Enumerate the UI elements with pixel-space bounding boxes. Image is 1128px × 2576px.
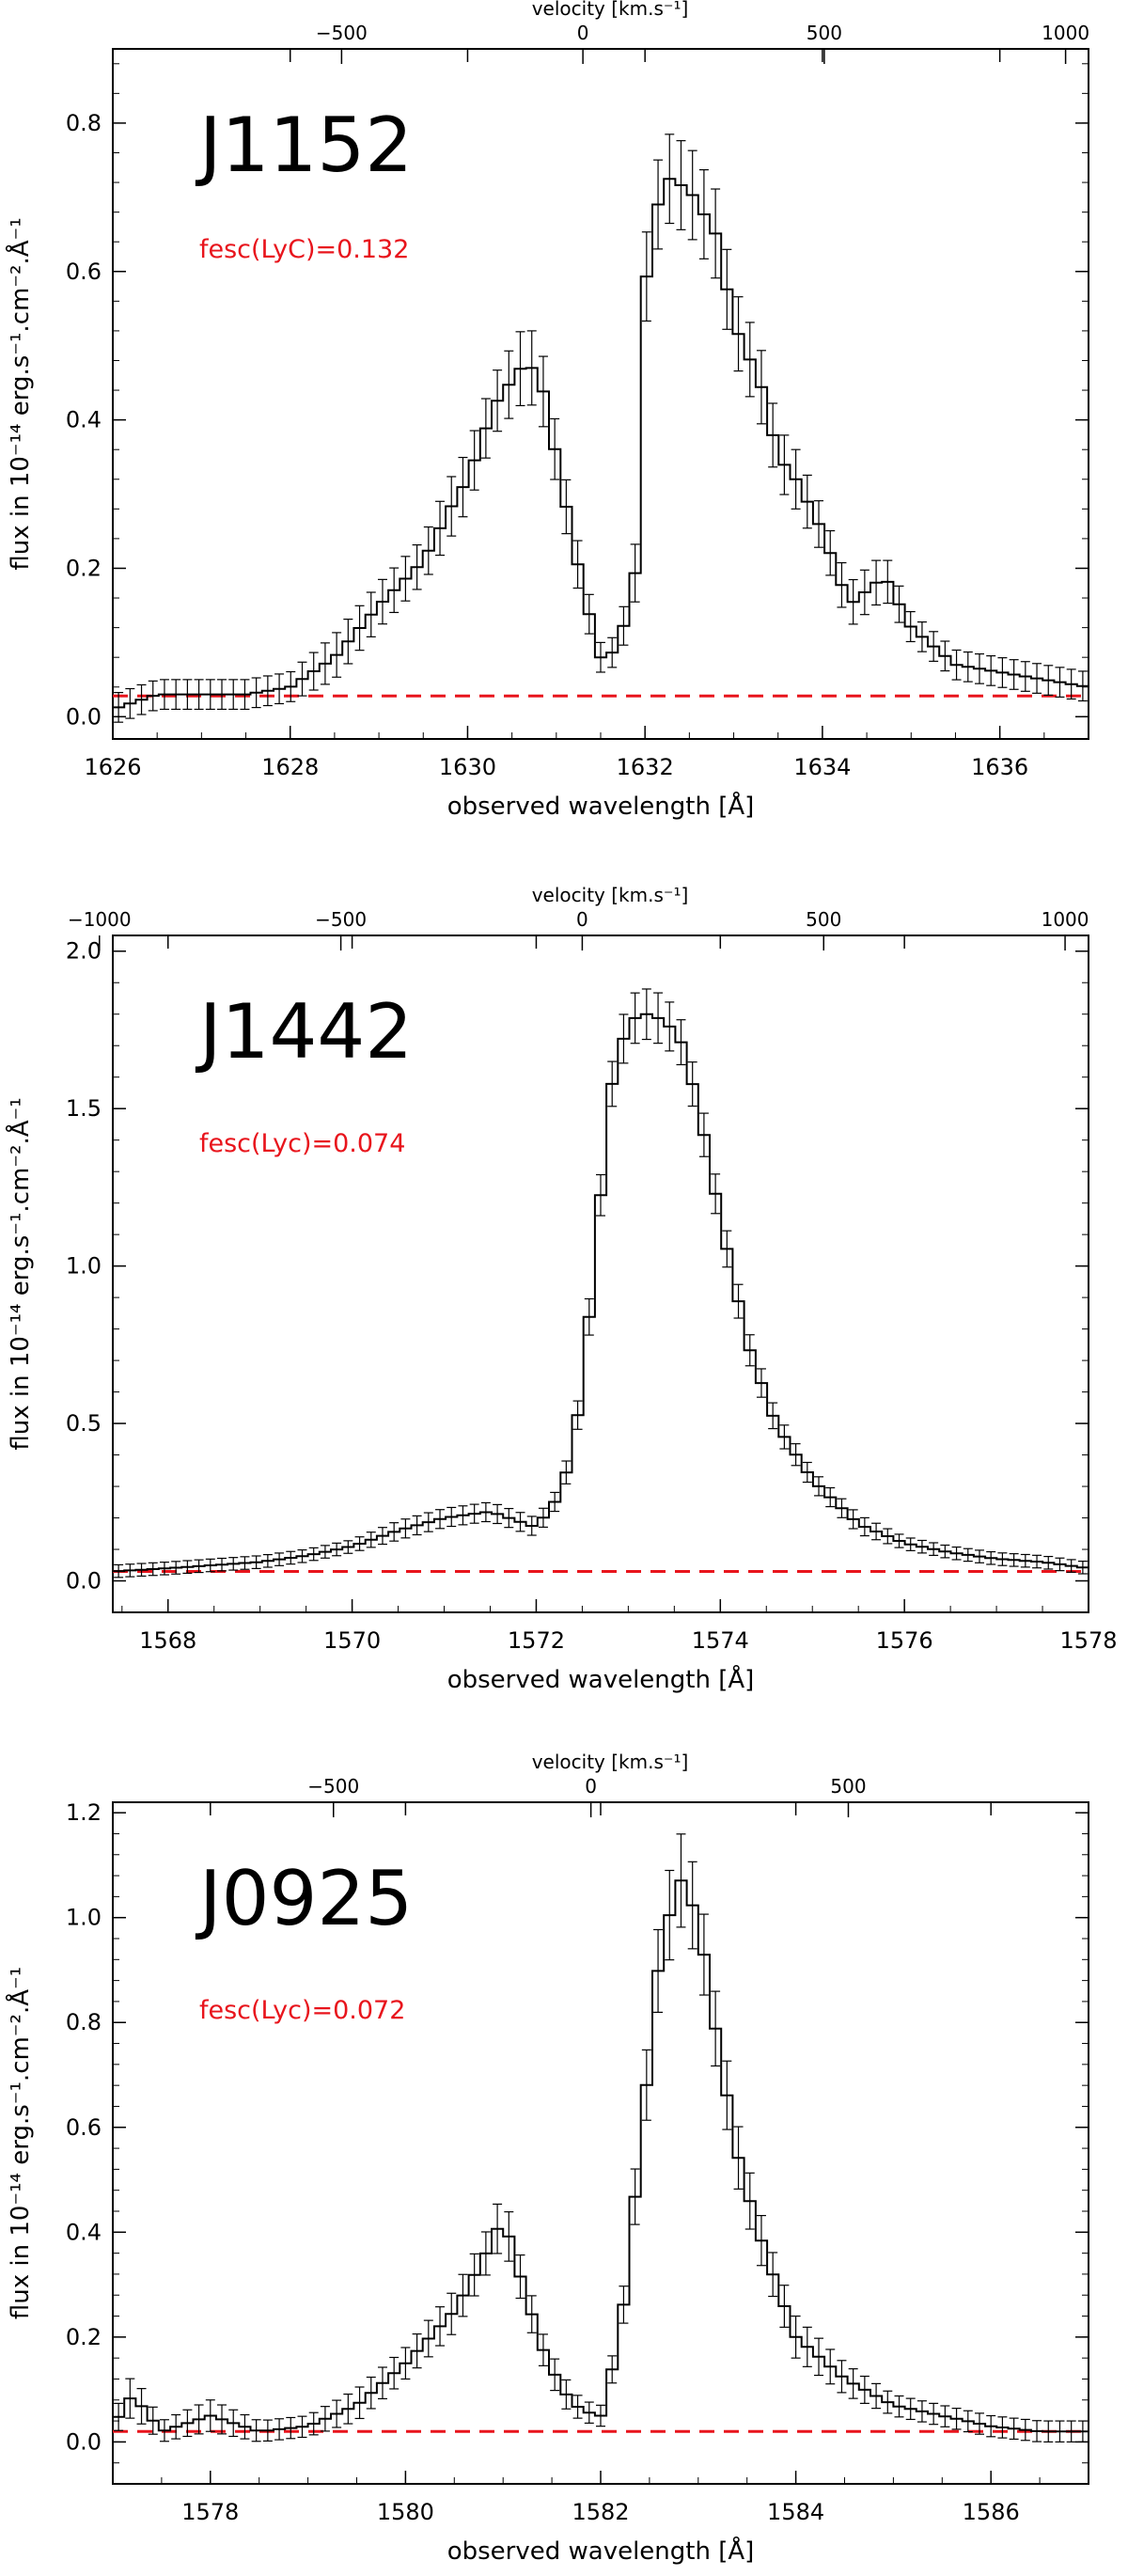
x-tick-label: 1636	[971, 754, 1028, 780]
top-tick-label: −1000	[68, 908, 132, 931]
chart-panel-j0925: 1578 1580 1582 1584 1586 0.0 0.2 0.4 0.6 0.8 1.0 1.…	[5, 1751, 1089, 2566]
x-axis-title: observed wavelength [Å]	[447, 791, 755, 821]
data-layer	[113, 134, 1089, 723]
top-tick-label: 1000	[1042, 908, 1089, 931]
top-axis-title: velocity [km.s⁻¹]	[532, 884, 689, 906]
top-axis-title: velocity [km.s⁻¹]	[532, 0, 689, 20]
x-tick-label: 1572	[508, 1627, 565, 1654]
top-tick-label: 0	[576, 908, 588, 931]
top-tick-label: −500	[316, 22, 368, 44]
x-tick-label: 1628	[261, 754, 319, 780]
x-tick-label: 1568	[139, 1627, 196, 1654]
object-name-label: J1152	[195, 102, 413, 189]
top-tick-label: 500	[806, 908, 841, 931]
y-tick-label: 0.8	[66, 110, 102, 136]
object-name-label: J1442	[195, 988, 413, 1076]
y-tick-label: 0.0	[66, 2428, 102, 2455]
y-tick-label: 0.0	[66, 703, 102, 730]
y-tick-label: 1.5	[66, 1095, 102, 1122]
y-tick-label: 0.8	[66, 2009, 102, 2035]
x-tick-label: 1630	[439, 754, 496, 780]
y-axis-title: flux in 10⁻¹⁴ erg.s⁻¹.cm⁻².Å⁻¹	[5, 1967, 35, 2319]
fesc-annotation: fesc(LyC)=0.132	[199, 235, 409, 264]
y-tick-label: 0.5	[66, 1410, 102, 1437]
y-tick-label: 0.2	[66, 555, 102, 581]
top-tick-label: 500	[830, 1775, 866, 1798]
top-tick-label: 0	[585, 1775, 597, 1798]
object-name-label: J0925	[195, 1855, 413, 1942]
x-tick-label: 1626	[84, 754, 141, 780]
y-tick-label: 1.0	[66, 1253, 102, 1280]
y-tick-label: 0.6	[66, 259, 102, 285]
y-tick-label: 1.2	[66, 1799, 102, 1826]
spectrum-step-line	[113, 1013, 1089, 1573]
x-tick-label: 1580	[377, 2499, 434, 2525]
plot-frame	[112, 935, 1089, 1613]
y-tick-label: 0.4	[66, 407, 102, 433]
top-tick-label: 1000	[1042, 22, 1089, 44]
data-layer	[113, 988, 1089, 1579]
y-tick-label: 2.0	[66, 938, 102, 965]
top-tick-label: 500	[807, 22, 842, 44]
data-layer	[113, 1833, 1089, 2442]
top-axis-title: velocity [km.s⁻¹]	[532, 1751, 689, 1773]
x-tick-label: 1578	[181, 2499, 239, 2525]
y-tick-label: 0.6	[66, 2114, 102, 2141]
y-axis-title: flux in 10⁻¹⁴ erg.s⁻¹.cm⁻².Å⁻¹	[5, 217, 35, 570]
top-tick-label: −500	[315, 908, 367, 931]
x-axis-title: observed wavelength [Å]	[447, 1664, 755, 1694]
x-tick-label: 1634	[793, 754, 851, 780]
chart-panel-j1442: 1568 1570 1572 1574 1576 1578 0.0 0.5 1.0 1.5 2.0 −…	[5, 884, 1118, 1694]
x-tick-label: 1632	[617, 754, 674, 780]
x-tick-label: 1576	[876, 1627, 933, 1654]
chart-panel-j1152: 1626 1628 1630 1632 1634 1636 0.0 0.2 0.4 0.6 0.8 −…	[5, 0, 1089, 821]
y-axis-title: flux in 10⁻¹⁴ erg.s⁻¹.cm⁻².Å⁻¹	[5, 1097, 35, 1450]
spectrum-step-line	[113, 1879, 1089, 2433]
spectrum-step-line	[113, 178, 1089, 709]
x-tick-label: 1586	[963, 2499, 1020, 2525]
x-tick-label: 1582	[572, 2499, 629, 2525]
y-tick-label: 1.0	[66, 1905, 102, 1931]
x-tick-label: 1578	[1059, 1627, 1117, 1654]
top-tick-label: 0	[577, 22, 589, 44]
fesc-annotation: fesc(Lyc)=0.072	[199, 1996, 405, 2025]
x-tick-label: 1570	[323, 1627, 381, 1654]
y-tick-label: 0.4	[66, 2219, 102, 2245]
x-tick-label: 1574	[692, 1627, 749, 1654]
y-tick-label: 0.2	[66, 2324, 102, 2350]
top-tick-label: −500	[307, 1775, 359, 1798]
x-axis-title: observed wavelength [Å]	[447, 2536, 755, 2566]
y-tick-label: 0.0	[66, 1568, 102, 1594]
fesc-annotation: fesc(Lyc)=0.074	[199, 1129, 405, 1158]
x-tick-label: 1584	[767, 2499, 824, 2525]
